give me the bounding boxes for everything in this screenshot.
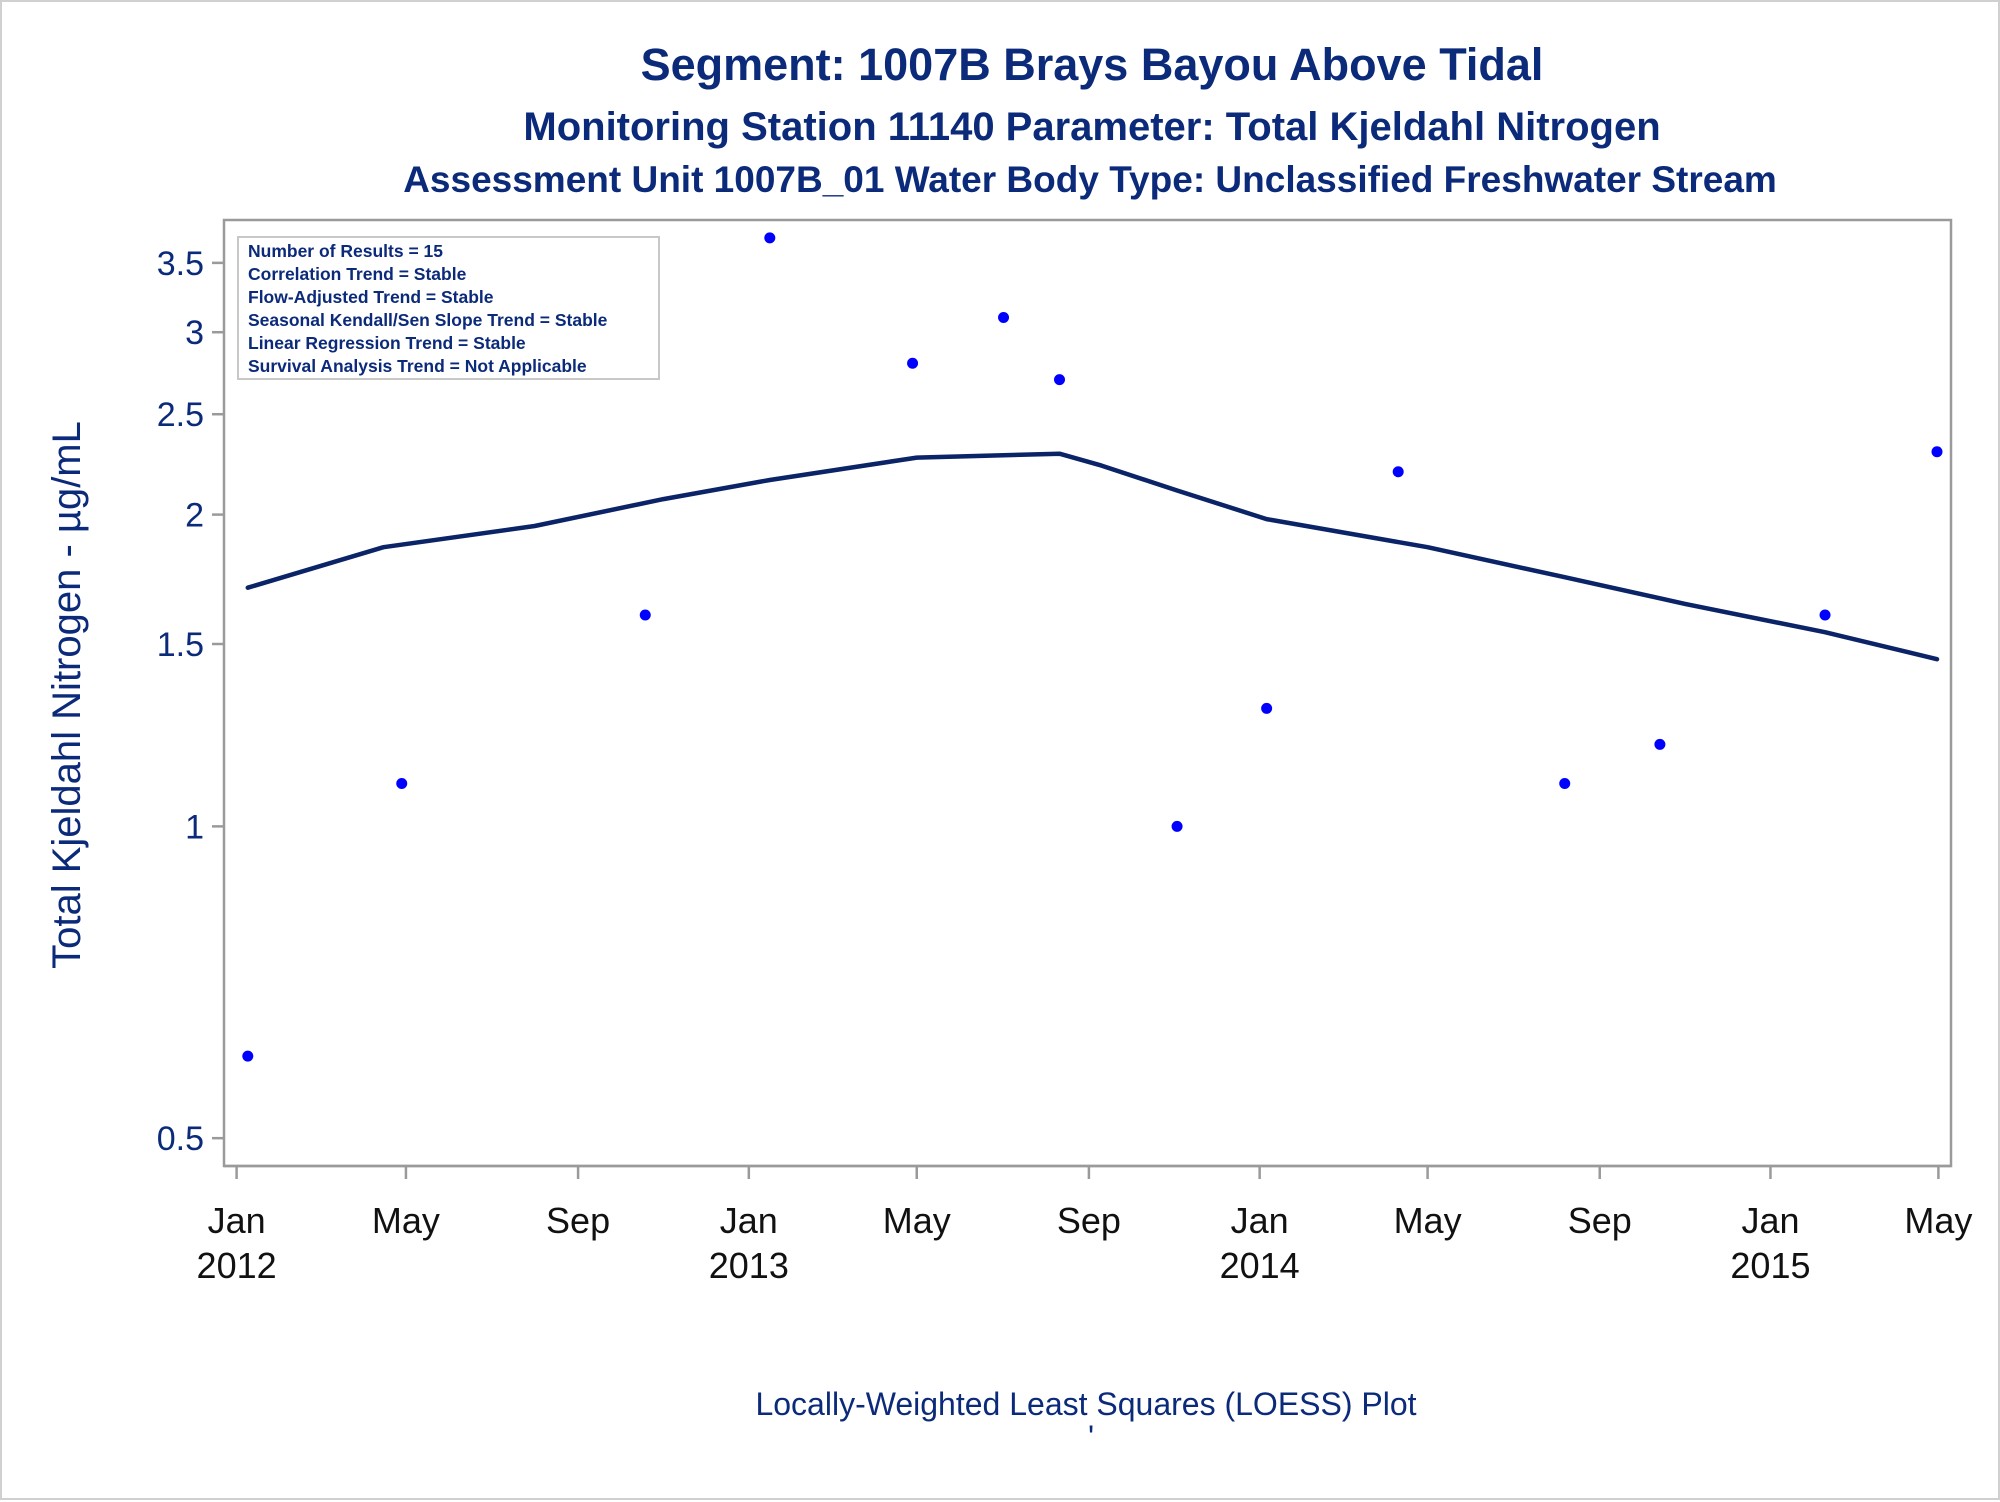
data-point-14 <box>1931 446 1943 458</box>
data-point-7 <box>1054 374 1066 386</box>
x-tick-year-label-3: 2013 <box>709 1245 789 1286</box>
y-tick-label-6: 3.5 <box>157 245 204 283</box>
stats-line-survival-analysis: Survival Analysis Trend = Not Applicable <box>248 356 587 376</box>
data-point-9 <box>1261 702 1273 714</box>
y-axis-label: Total Kjeldahl Nitrogen - µg/mL <box>45 421 89 969</box>
loess-trend-line <box>245 451 1940 662</box>
x-tick-label-8: Sep <box>1568 1200 1632 1241</box>
data-point-1 <box>396 778 408 790</box>
x-tick-label-6: Jan <box>1231 1200 1289 1241</box>
data-point-10 <box>1392 466 1404 478</box>
stats-line-flow-adjusted: Flow-Adjusted Trend = Stable <box>248 287 494 307</box>
x-tick-label-1: May <box>372 1200 440 1241</box>
y-tick-label-1: 1 <box>185 808 204 846</box>
x-tick-year-label-0: 2012 <box>197 1245 277 1286</box>
data-point-6 <box>998 311 1010 323</box>
stats-line-results: Number of Results = 15 <box>248 241 443 261</box>
data-point-8 <box>1171 820 1183 832</box>
stats-line-correlation: Correlation Trend = Stable <box>248 264 467 284</box>
stats-legend-border <box>237 236 660 380</box>
chart-footnote-mark: ' <box>1088 1419 1094 1455</box>
data-point-13 <box>1819 609 1831 621</box>
x-tick-label-5: Sep <box>1057 1200 1121 1241</box>
chart-subtitle: Monitoring Station 11140 Parameter: Tota… <box>523 105 1660 149</box>
data-point-5 <box>907 357 919 369</box>
y-tick-label-5: 3 <box>185 314 204 352</box>
stats-legend-box: Number of Results = 15 Correlation Trend… <box>237 236 660 380</box>
data-point-11 <box>1559 778 1571 790</box>
x-tick-label-10: May <box>1904 1200 1972 1241</box>
x-tick-label-3: Jan <box>720 1200 778 1241</box>
x-tick-label-9: Jan <box>1741 1200 1799 1241</box>
chart-subtitle-2: Assessment Unit 1007B_01 Water Body Type… <box>403 159 1777 200</box>
x-tick-label-2: Sep <box>546 1200 610 1241</box>
y-tick-label-2: 1.5 <box>157 626 204 664</box>
y-axis: 0.5 1 1.5 2 2.5 3 3.5 <box>157 245 224 1158</box>
chart-footnote: Locally-Weighted Least Squares (LOESS) P… <box>755 1386 1416 1422</box>
y-tick-label-0: 0.5 <box>157 1120 204 1158</box>
x-tick-label-4: May <box>883 1200 951 1241</box>
x-tick-year-label-9: 2015 <box>1730 1245 1810 1286</box>
data-point-0 <box>242 1050 254 1062</box>
stats-line-seasonal-kendall: Seasonal Kendall/Sen Slope Trend = Stabl… <box>248 310 608 330</box>
x-tick-label-0: Jan <box>208 1200 266 1241</box>
data-point-3 <box>639 609 651 621</box>
x-tick-year-label-6: 2014 <box>1220 1245 1300 1286</box>
chart-title: Segment: 1007B Brays Bayou Above Tidal <box>641 39 1544 90</box>
x-tick-label-7: May <box>1394 1200 1462 1241</box>
y-tick-label-3: 2 <box>185 497 204 535</box>
data-point-12 <box>1654 738 1666 750</box>
y-tick-label-4: 2.5 <box>157 396 204 434</box>
data-point-4 <box>764 232 776 244</box>
stats-line-linear-regression: Linear Regression Trend = Stable <box>248 333 526 353</box>
